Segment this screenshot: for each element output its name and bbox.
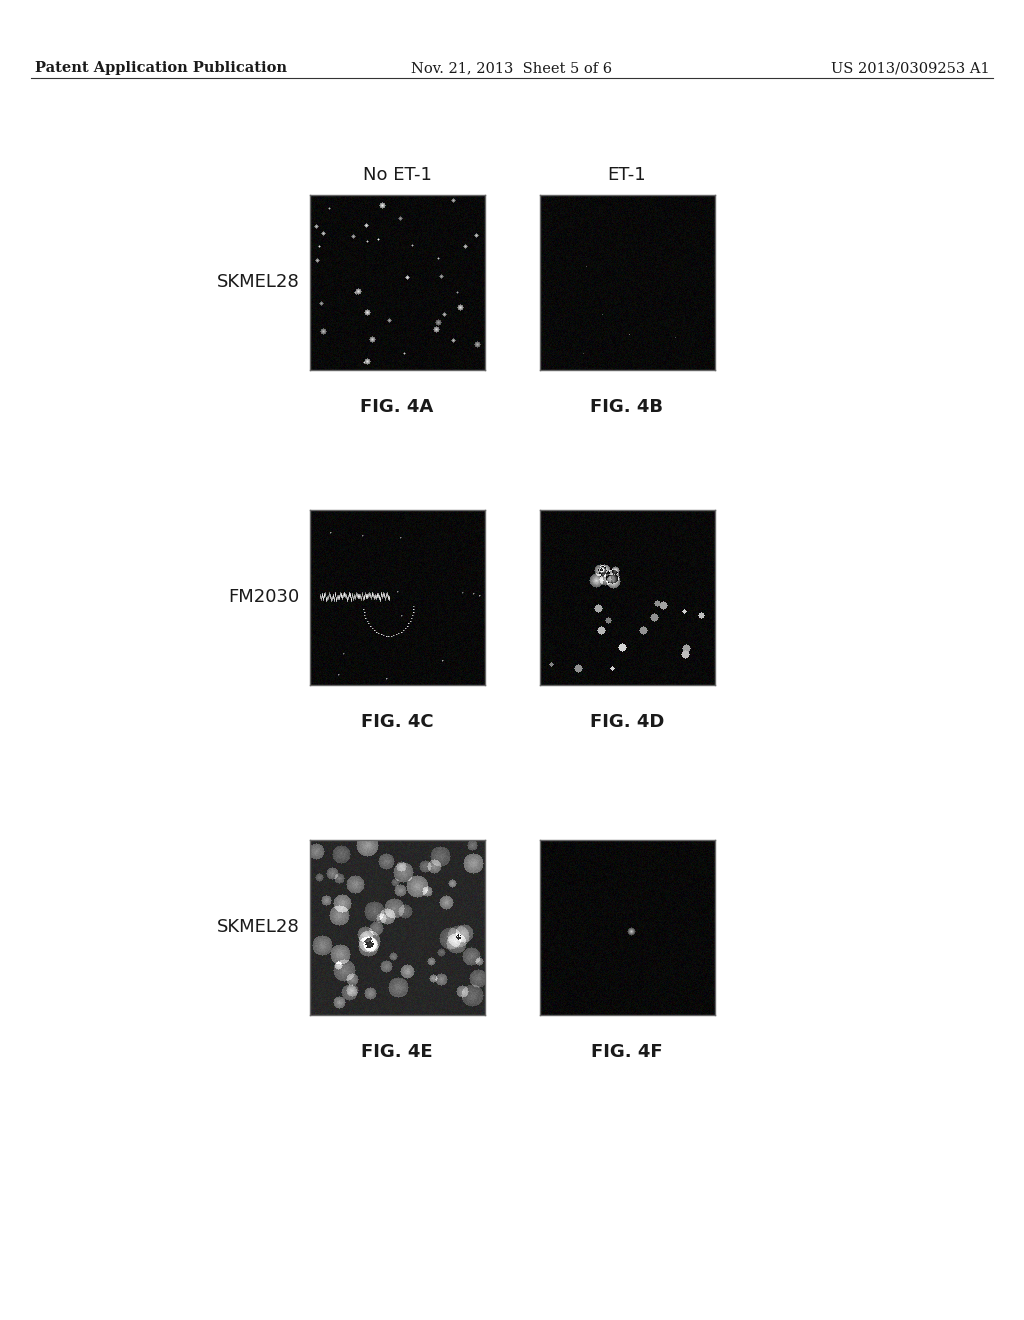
Text: FIG. 4A: FIG. 4A bbox=[360, 399, 433, 416]
Text: SKMEL28: SKMEL28 bbox=[217, 273, 300, 290]
Text: SKMEL28: SKMEL28 bbox=[217, 917, 300, 936]
Text: ET-1: ET-1 bbox=[607, 166, 646, 183]
Text: FM2030: FM2030 bbox=[228, 587, 300, 606]
Text: US 2013/0309253 A1: US 2013/0309253 A1 bbox=[831, 61, 990, 75]
Text: Patent Application Publication: Patent Application Publication bbox=[35, 61, 287, 75]
Text: No ET-1: No ET-1 bbox=[362, 166, 431, 183]
Text: FIG. 4B: FIG. 4B bbox=[591, 399, 664, 416]
Text: FIG. 4D: FIG. 4D bbox=[590, 713, 665, 731]
Text: FIG. 4F: FIG. 4F bbox=[591, 1043, 663, 1061]
Text: Nov. 21, 2013  Sheet 5 of 6: Nov. 21, 2013 Sheet 5 of 6 bbox=[412, 61, 612, 75]
Text: FIG. 4E: FIG. 4E bbox=[361, 1043, 433, 1061]
Text: FIG. 4C: FIG. 4C bbox=[360, 713, 433, 731]
